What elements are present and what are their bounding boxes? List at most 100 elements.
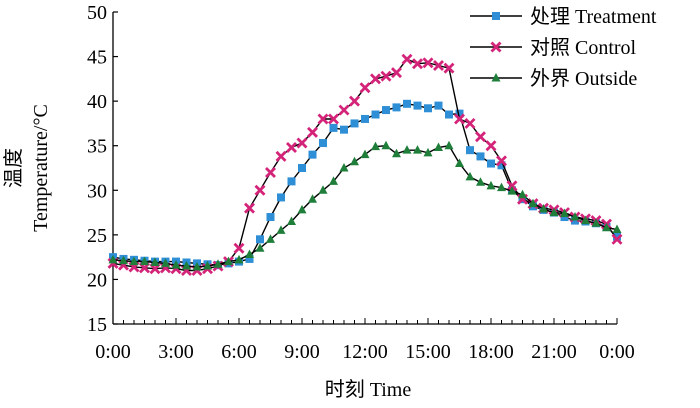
- legend-label: 外界 Outside: [530, 67, 637, 90]
- data-point: [434, 101, 443, 110]
- data-point: [349, 95, 360, 107]
- data-point: [507, 186, 517, 195]
- data-point: [340, 125, 348, 134]
- legend-label: 对照 Control: [530, 36, 637, 59]
- data-point: [581, 215, 590, 225]
- x-tick-label: 0:00: [95, 341, 131, 363]
- data-point: [434, 142, 443, 151]
- data-point: [476, 177, 485, 186]
- data-point: [307, 126, 318, 138]
- y-tick-label: 40: [87, 91, 107, 113]
- data-point: [466, 146, 474, 155]
- data-point: [433, 59, 444, 71]
- x-tick-label: 9:00: [284, 341, 320, 363]
- y-tick-label: 15: [87, 314, 107, 336]
- data-point: [191, 265, 203, 277]
- data-point: [403, 99, 411, 108]
- data-point: [496, 155, 507, 167]
- data-point: [412, 58, 423, 70]
- data-point: [475, 131, 486, 143]
- y-tick-label: 30: [87, 180, 107, 202]
- legend-entry: 外界 Outside: [470, 67, 637, 90]
- series-line: [112, 103, 618, 266]
- legend-entry: 处理 Treatment: [470, 5, 657, 28]
- data-point: [445, 110, 453, 119]
- data-point: [455, 109, 464, 118]
- data-point: [413, 101, 422, 110]
- data-point: [245, 254, 254, 263]
- data-point: [245, 249, 254, 258]
- data-point: [329, 123, 338, 132]
- data-point: [380, 70, 392, 82]
- data-point: [528, 198, 538, 208]
- x-tick-label: 6:00: [221, 341, 257, 363]
- x-tick-label: 3:00: [158, 341, 194, 363]
- data-point: [296, 137, 308, 149]
- series-layer: [107, 53, 623, 277]
- data-point: [361, 114, 369, 123]
- data-point: [486, 180, 496, 190]
- data-point: [370, 73, 381, 85]
- data-point: [371, 110, 380, 119]
- legend-label: 处理 Treatment: [530, 5, 657, 28]
- y-tick-label: 50: [87, 2, 107, 24]
- data-point: [570, 212, 580, 221]
- data-point: [476, 152, 485, 161]
- data-point: [560, 213, 569, 222]
- data-point: [297, 204, 307, 214]
- legend-entry: 对照 Control: [470, 36, 637, 59]
- data-point: [224, 256, 233, 266]
- data-point: [611, 233, 623, 245]
- y-axis-label: Temperature/°C: [30, 104, 52, 232]
- data-point: [329, 176, 338, 185]
- x-tick-label: 21:00: [531, 341, 577, 363]
- data-point: [401, 53, 413, 65]
- data-point: [549, 207, 559, 217]
- data-point: [612, 224, 622, 234]
- data-point: [359, 82, 371, 94]
- data-point: [317, 113, 329, 125]
- data-point: [233, 242, 245, 254]
- data-point: [413, 145, 422, 154]
- data-point: [287, 177, 296, 186]
- data-point: [455, 158, 464, 168]
- data-point: [171, 260, 181, 269]
- x-tick-label: 15:00: [405, 341, 451, 363]
- x-tick-label: 0:00: [599, 341, 635, 363]
- data-point: [339, 163, 349, 172]
- legend-marker: [491, 73, 501, 82]
- data-point: [254, 184, 266, 196]
- data-point: [161, 258, 170, 267]
- data-point: [119, 255, 128, 265]
- data-point: [265, 166, 276, 178]
- y-tick-label: 45: [87, 47, 107, 69]
- data-point: [244, 202, 255, 214]
- data-point: [424, 104, 432, 113]
- y-tick-label: 35: [87, 136, 107, 158]
- data-point: [518, 189, 527, 199]
- data-point: [539, 204, 548, 213]
- data-point: [392, 103, 401, 112]
- data-point: [182, 261, 191, 270]
- data-point: [392, 148, 401, 158]
- data-point: [423, 147, 433, 157]
- x-tick-label: 12:00: [342, 341, 388, 363]
- series-line: [112, 58, 618, 272]
- series-0: [109, 99, 621, 270]
- legend-marker: [490, 41, 502, 53]
- data-point: [140, 256, 149, 266]
- axes: 15 20 25 30 35 40 45 50 0:00 3:00 6:00 9:00 12:00 15:…: [87, 2, 635, 363]
- data-point: [497, 161, 506, 170]
- data-point: [560, 208, 569, 217]
- data-point: [298, 164, 306, 172]
- data-point: [266, 213, 275, 222]
- data-point: [256, 235, 264, 244]
- data-point: [129, 256, 139, 266]
- y-tick-label: 25: [87, 225, 107, 247]
- data-point: [371, 141, 380, 151]
- data-point: [192, 261, 202, 271]
- data-point: [318, 185, 328, 194]
- data-point: [286, 142, 297, 153]
- x-tick-label: 18:00: [468, 341, 514, 363]
- data-point: [287, 216, 296, 225]
